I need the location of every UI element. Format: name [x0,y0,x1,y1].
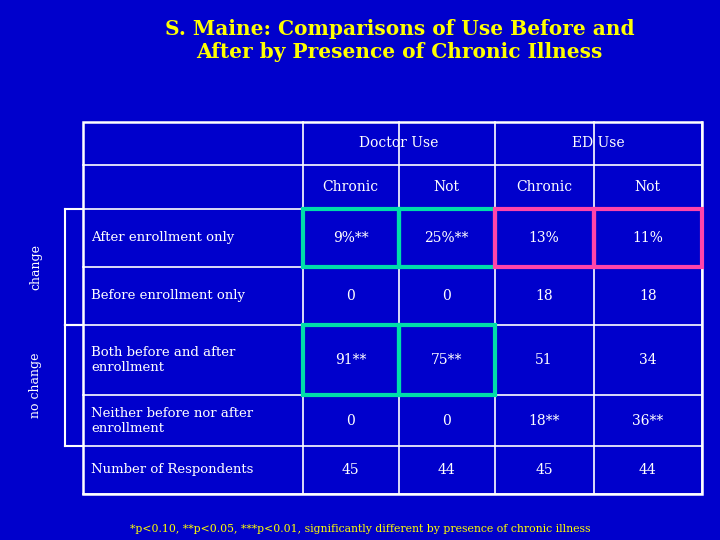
Text: no change: no change [30,353,42,418]
Text: 18: 18 [535,289,553,303]
Text: change: change [30,244,42,290]
Text: 44: 44 [639,463,657,477]
Text: S. Maine: Comparisons of Use Before and
After by Presence of Chronic Illness: S. Maine: Comparisons of Use Before and … [165,19,634,62]
Text: 0: 0 [346,414,355,428]
Text: 91**: 91** [335,353,366,367]
Text: 44: 44 [438,463,456,477]
Text: 45: 45 [535,463,553,477]
Text: Before enrollment only: Before enrollment only [91,289,246,302]
Text: 13%: 13% [528,231,559,245]
Bar [495,209,593,267]
Text: After enrollment only: After enrollment only [91,232,235,245]
Text: Neither before nor after
enrollment: Neither before nor after enrollment [91,407,253,435]
Text: *p<0.10, **p<0.05, ***p<0.01, significantly different by presence of chronic ill: *p<0.10, **p<0.05, ***p<0.01, significan… [130,523,590,534]
Bar [302,325,399,395]
Bar [399,325,495,395]
Text: 0: 0 [442,414,451,428]
Text: Chronic: Chronic [516,180,572,194]
Text: Doctor Use: Doctor Use [359,137,438,151]
Bar [302,209,399,267]
Text: 0: 0 [442,289,451,303]
Text: Chronic: Chronic [323,180,379,194]
Text: 0: 0 [346,289,355,303]
Bar [399,209,495,267]
Bar [593,209,702,267]
Text: 51: 51 [535,353,553,367]
Text: Not: Not [635,180,661,194]
Text: ED Use: ED Use [572,137,624,151]
Text: 34: 34 [639,353,657,367]
Text: 18**: 18** [528,414,559,428]
Text: Both before and after
enrollment: Both before and after enrollment [91,346,236,374]
Bar [83,122,702,494]
Text: Number of Respondents: Number of Respondents [91,463,254,476]
Text: 36**: 36** [632,414,663,428]
Text: 45: 45 [342,463,359,477]
Text: 9%**: 9%** [333,231,369,245]
Text: 75**: 75** [431,353,462,367]
Text: Not: Not [433,180,459,194]
Text: 18: 18 [639,289,657,303]
Text: 11%: 11% [632,231,663,245]
Text: 25%**: 25%** [424,231,469,245]
